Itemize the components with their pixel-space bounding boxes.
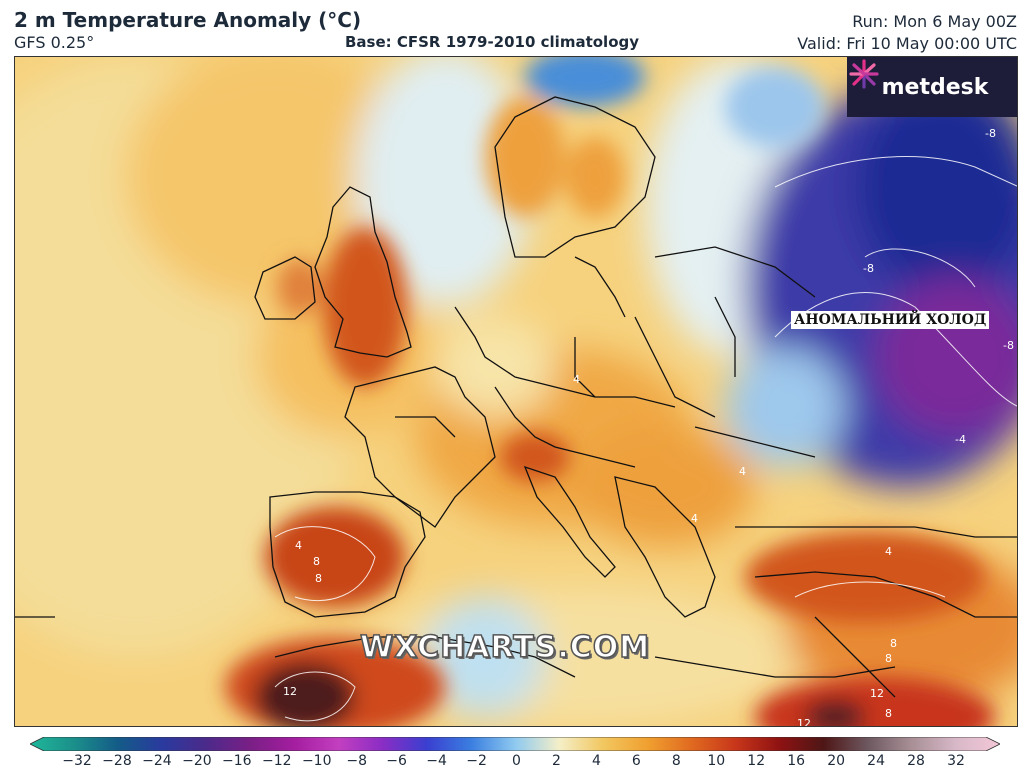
anomaly-map: metdesk АНОМАЛЬНИЙ ХОЛОД -8 -8 -8 -4 4 8… xyxy=(14,56,1018,727)
colorbar-tick-label: −32 xyxy=(62,753,92,769)
contour-label: -4 xyxy=(955,433,966,446)
contour-label: 12 xyxy=(283,685,297,698)
colorbar-tick-label: −12 xyxy=(261,753,292,769)
colorbar-tick-label: 0 xyxy=(512,753,521,769)
colorbar xyxy=(30,737,1000,751)
contour-label: -8 xyxy=(863,262,874,275)
contour-label: 8 xyxy=(890,637,897,650)
metdesk-logo-text: metdesk xyxy=(881,74,989,100)
colorbar-tick-label: −4 xyxy=(426,753,447,769)
contour-label: 4 xyxy=(573,373,580,386)
model-label: GFS 0.25° xyxy=(14,33,95,52)
contour-label: 8 xyxy=(315,572,322,585)
metdesk-logo: metdesk xyxy=(847,57,1017,117)
cold-anomaly-callout: АНОМАЛЬНИЙ ХОЛОД xyxy=(791,311,990,329)
colorbar-tick-label: 8 xyxy=(671,753,681,769)
contour-label: 12 xyxy=(870,687,884,700)
contour-label: 12 xyxy=(797,717,811,727)
wxcharts-watermark: WXCHARTS.COM xyxy=(359,629,651,666)
colorbar-tick-label: 12 xyxy=(747,753,766,769)
colorbar-tick-label: 32 xyxy=(947,753,965,769)
base-label: Base: CFSR 1979-2010 climatology xyxy=(345,33,640,51)
map-canvas xyxy=(15,57,1017,726)
contour-label: -8 xyxy=(1003,339,1014,352)
valid-label: Valid: Fri 10 May 00:00 UTC xyxy=(797,34,1017,53)
colorbar-tick-label: −6 xyxy=(386,753,407,769)
colorbar-tick-label: −24 xyxy=(142,753,172,769)
contour-lines xyxy=(274,156,1017,722)
contour-label: 4 xyxy=(885,545,892,558)
contour-label: 8 xyxy=(885,707,892,720)
metdesk-burst-icon xyxy=(849,59,879,89)
colorbar-tick-label: −20 xyxy=(182,753,212,769)
contour-label: 4 xyxy=(691,512,698,525)
run-label: Run: Mon 6 May 00Z xyxy=(852,12,1017,31)
colorbar-tick-label: 10 xyxy=(707,753,726,769)
colorbar-tick-label: −16 xyxy=(222,753,252,769)
colorbar-tick-label: 24 xyxy=(867,753,885,769)
colorbar-tick-label: −28 xyxy=(102,753,132,769)
contour-label: 4 xyxy=(295,539,302,552)
contour-label: 4 xyxy=(739,465,746,478)
colorbar-tick-label: 4 xyxy=(591,753,601,769)
colorbar-tick-label: 20 xyxy=(827,753,846,769)
colorbar-tick-label: 2 xyxy=(551,753,561,769)
chart-title: 2 m Temperature Anomaly (°C) xyxy=(14,8,362,32)
colorbar-tick-label: 16 xyxy=(787,753,806,769)
colorbar-tick-label: −2 xyxy=(466,753,487,769)
contour-label: -8 xyxy=(985,127,996,140)
colorbar-tick-label: 6 xyxy=(631,753,641,769)
colorbar-tick-label: −10 xyxy=(301,753,332,769)
coastlines xyxy=(15,96,1017,698)
contour-label: 8 xyxy=(885,652,892,665)
colorbar-tick-label: 28 xyxy=(907,753,925,769)
contour-label: 8 xyxy=(313,555,320,568)
colorbar-ticks: −32 −28 −24 −20 −16 −12 −10 −8 −6 −4 −2 0 2 4 6 8 10 12 16… xyxy=(0,753,1034,775)
colorbar-tick-label: −8 xyxy=(346,753,367,769)
